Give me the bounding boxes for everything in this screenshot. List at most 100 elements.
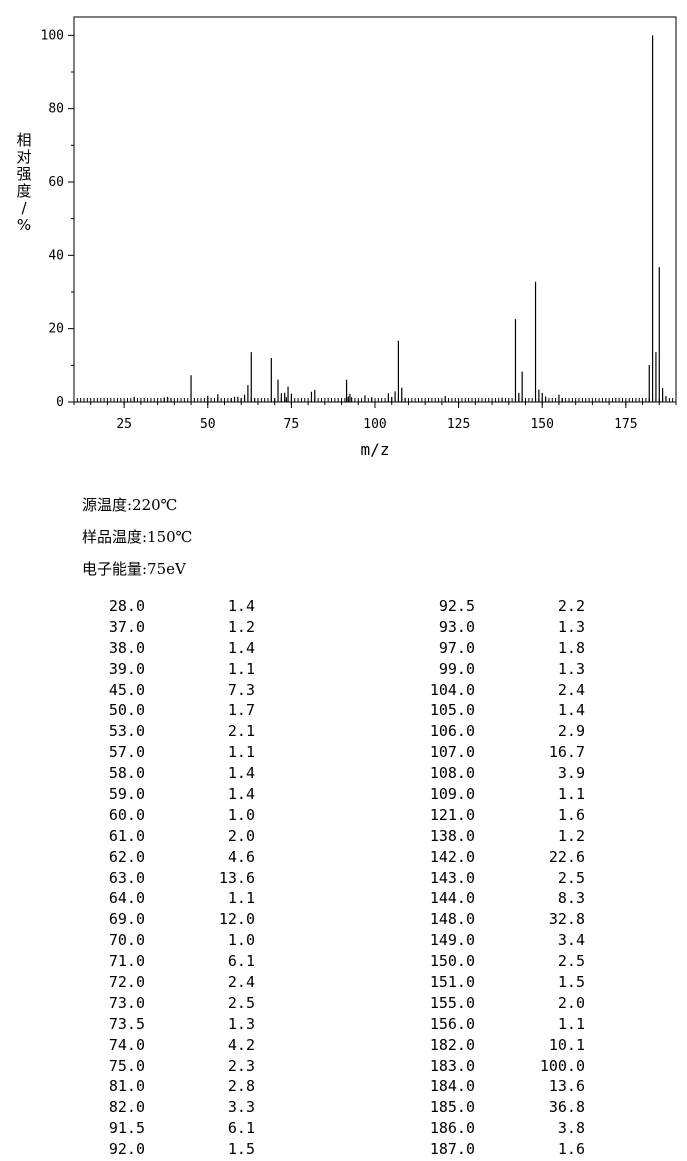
mz-cell: 62.0 xyxy=(108,847,145,866)
intensity-cell: 2.8 xyxy=(227,1077,255,1096)
intensity-cell: 2.5 xyxy=(227,993,255,1012)
mz-cell: 59.0 xyxy=(108,785,145,804)
x-axis-ticks: 25 50 75 100 125 150 175 xyxy=(73,402,677,432)
mz-cell: 53.0 xyxy=(108,722,145,741)
intensity-cell: 1.4 xyxy=(227,638,255,657)
table-row: 73.0 2.5 155.0 2.0 xyxy=(0,994,687,1015)
sample-temperature: 样品温度:150℃ xyxy=(82,528,193,546)
intensity-cell: 3.3 xyxy=(227,1098,255,1117)
mz-cell: 104.0 xyxy=(429,680,475,699)
x-tick-label: 25 xyxy=(116,417,132,432)
electron-energy: 电子能量:75eV xyxy=(82,560,186,578)
intensity-cell: 4.6 xyxy=(227,847,255,866)
intensity-cell: 1.0 xyxy=(227,931,255,950)
table-row: 75.0 2.3 183.0 100.0 xyxy=(0,1057,687,1078)
peak-table: 28.0 1.4 92.5 2.2 37.0 1.2 93.0 1.3 38.0 1.4 97.0 1… xyxy=(0,597,687,1161)
intensity-cell: 1.6 xyxy=(557,805,585,824)
intensity-cell: 22.6 xyxy=(548,847,585,866)
table-row: 59.0 1.4 109.0 1.1 xyxy=(0,785,687,806)
mz-cell: 185.0 xyxy=(429,1098,475,1117)
mz-cell: 149.0 xyxy=(429,931,475,950)
table-row: 63.0 13.6 143.0 2.5 xyxy=(0,869,687,890)
table-row: 39.0 1.1 99.0 1.3 xyxy=(0,660,687,681)
mz-cell: 187.0 xyxy=(429,1140,475,1159)
mz-cell: 72.0 xyxy=(108,973,145,992)
y-tick-label: 40 xyxy=(48,248,64,263)
mz-cell: 37.0 xyxy=(108,617,145,636)
table-row: 70.0 1.0 149.0 3.4 xyxy=(0,931,687,952)
intensity-cell: 1.3 xyxy=(227,1014,255,1033)
intensity-cell: 2.0 xyxy=(227,826,255,845)
y-tick-label: 20 xyxy=(48,322,64,337)
table-row: 58.0 1.4 108.0 3.9 xyxy=(0,764,687,785)
intensity-cell: 2.2 xyxy=(557,597,585,615)
mz-cell: 156.0 xyxy=(429,1014,475,1033)
table-row: 50.0 1.7 105.0 1.4 xyxy=(0,701,687,722)
table-row: 72.0 2.4 151.0 1.5 xyxy=(0,973,687,994)
mz-cell: 63.0 xyxy=(108,868,145,887)
table-row: 92.0 1.5 187.0 1.6 xyxy=(0,1140,687,1161)
mz-cell: 64.0 xyxy=(108,889,145,908)
mz-cell: 58.0 xyxy=(108,764,145,783)
x-tick-label: 50 xyxy=(200,417,216,432)
intensity-cell: 10.1 xyxy=(548,1035,585,1054)
y-tick-label: 60 xyxy=(48,175,64,190)
table-row: 57.0 1.1 107.0 16.7 xyxy=(0,743,687,764)
mz-cell: 121.0 xyxy=(429,805,475,824)
table-row: 81.0 2.8 184.0 13.6 xyxy=(0,1077,687,1098)
mz-cell: 61.0 xyxy=(108,826,145,845)
y-tick-label: 100 xyxy=(41,28,64,43)
intensity-cell: 32.8 xyxy=(548,910,585,929)
y-axis-label-char: / xyxy=(21,199,27,217)
mz-cell: 38.0 xyxy=(108,638,145,657)
intensity-cell: 1.4 xyxy=(227,764,255,783)
y-axis-label-char: 强 xyxy=(16,165,31,183)
intensity-cell: 1.3 xyxy=(557,659,585,678)
mz-cell: 143.0 xyxy=(429,868,475,887)
table-row: 82.0 3.3 185.0 36.8 xyxy=(0,1098,687,1119)
table-row: 64.0 1.1 144.0 8.3 xyxy=(0,889,687,910)
mz-cell: 50.0 xyxy=(108,701,145,720)
x-tick-label: 150 xyxy=(530,417,553,432)
x-axis-label: m/z xyxy=(361,440,390,459)
mz-cell: 107.0 xyxy=(429,743,475,762)
intensity-cell: 1.7 xyxy=(227,701,255,720)
mz-cell: 74.0 xyxy=(108,1035,145,1054)
table-row: 37.0 1.2 93.0 1.3 xyxy=(0,618,687,639)
intensity-cell: 1.0 xyxy=(227,805,255,824)
mz-cell: 28.0 xyxy=(108,597,145,615)
x-tick-label: 125 xyxy=(447,417,470,432)
mz-cell: 93.0 xyxy=(438,617,475,636)
mz-cell: 81.0 xyxy=(108,1077,145,1096)
intensity-cell: 1.6 xyxy=(557,1140,585,1159)
intensity-cell: 100.0 xyxy=(539,1056,585,1075)
mz-cell: 155.0 xyxy=(429,993,475,1012)
mz-cell: 91.5 xyxy=(108,1119,145,1138)
mz-cell: 151.0 xyxy=(429,973,475,992)
mass-spectrum-chart: 25 50 75 100 125 150 175 0 20 40 60 80 100 m/z 相对强度… xyxy=(16,16,677,459)
table-row: 28.0 1.4 92.5 2.2 xyxy=(0,597,687,618)
table-row: 45.0 7.3 104.0 2.4 xyxy=(0,681,687,702)
intensity-cell: 1.4 xyxy=(227,785,255,804)
mz-cell: 71.0 xyxy=(108,952,145,971)
table-row: 69.0 12.0 148.0 32.8 xyxy=(0,910,687,931)
mz-cell: 150.0 xyxy=(429,952,475,971)
y-axis-label-char: 度 xyxy=(16,182,31,200)
x-tick-label: 100 xyxy=(363,417,386,432)
mz-cell: 106.0 xyxy=(429,722,475,741)
table-row: 91.5 6.1 186.0 3.8 xyxy=(0,1119,687,1140)
table-row: 61.0 2.0 138.0 1.2 xyxy=(0,827,687,848)
intensity-cell: 3.8 xyxy=(557,1119,585,1138)
mz-cell: 182.0 xyxy=(429,1035,475,1054)
mz-cell: 92.0 xyxy=(108,1140,145,1159)
baseline-noise xyxy=(76,398,674,402)
mz-cell: 70.0 xyxy=(108,931,145,950)
intensity-cell: 16.7 xyxy=(548,743,585,762)
mz-cell: 99.0 xyxy=(438,659,475,678)
x-tick-label: 175 xyxy=(614,417,637,432)
intensity-cell: 1.1 xyxy=(227,889,255,908)
intensity-cell: 2.0 xyxy=(557,993,585,1012)
intensity-cell: 1.1 xyxy=(227,743,255,762)
intensity-cell: 6.1 xyxy=(227,952,255,971)
intensity-cell: 4.2 xyxy=(227,1035,255,1054)
